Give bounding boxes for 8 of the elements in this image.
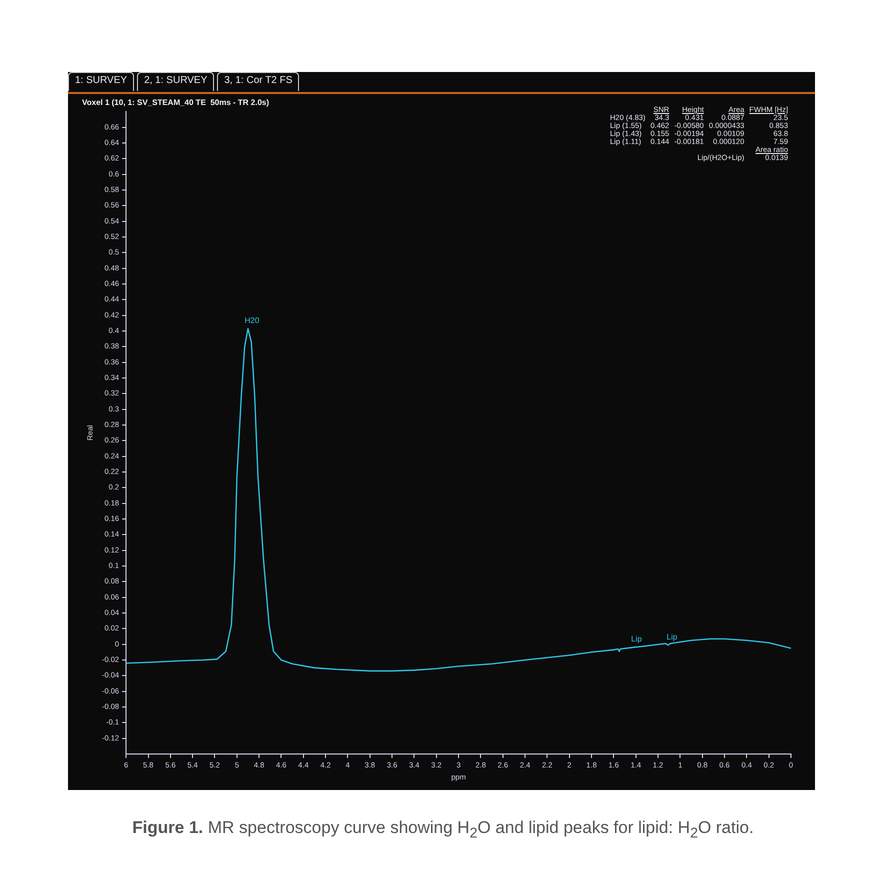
text: 1: SURVEY — [68, 72, 134, 91]
annotation: Lip — [631, 634, 642, 644]
annotation: H20 — [244, 316, 260, 325]
text: 2, 1: SURVEY — [137, 72, 214, 91]
chart-title: Voxel 1 (10, 1: SV_STEAM_40 TE 50ms - TR 2.0s) — [82, 98, 270, 108]
text: 3, 1: Cor T2 FS — [217, 72, 300, 91]
caption: Figure 1. MR spectroscopy curve showing H$_{2}$O and lipid peaks for lipid: H$_{2}$O ratio. — [131, 818, 755, 842]
annotation: Lip — [666, 632, 678, 642]
